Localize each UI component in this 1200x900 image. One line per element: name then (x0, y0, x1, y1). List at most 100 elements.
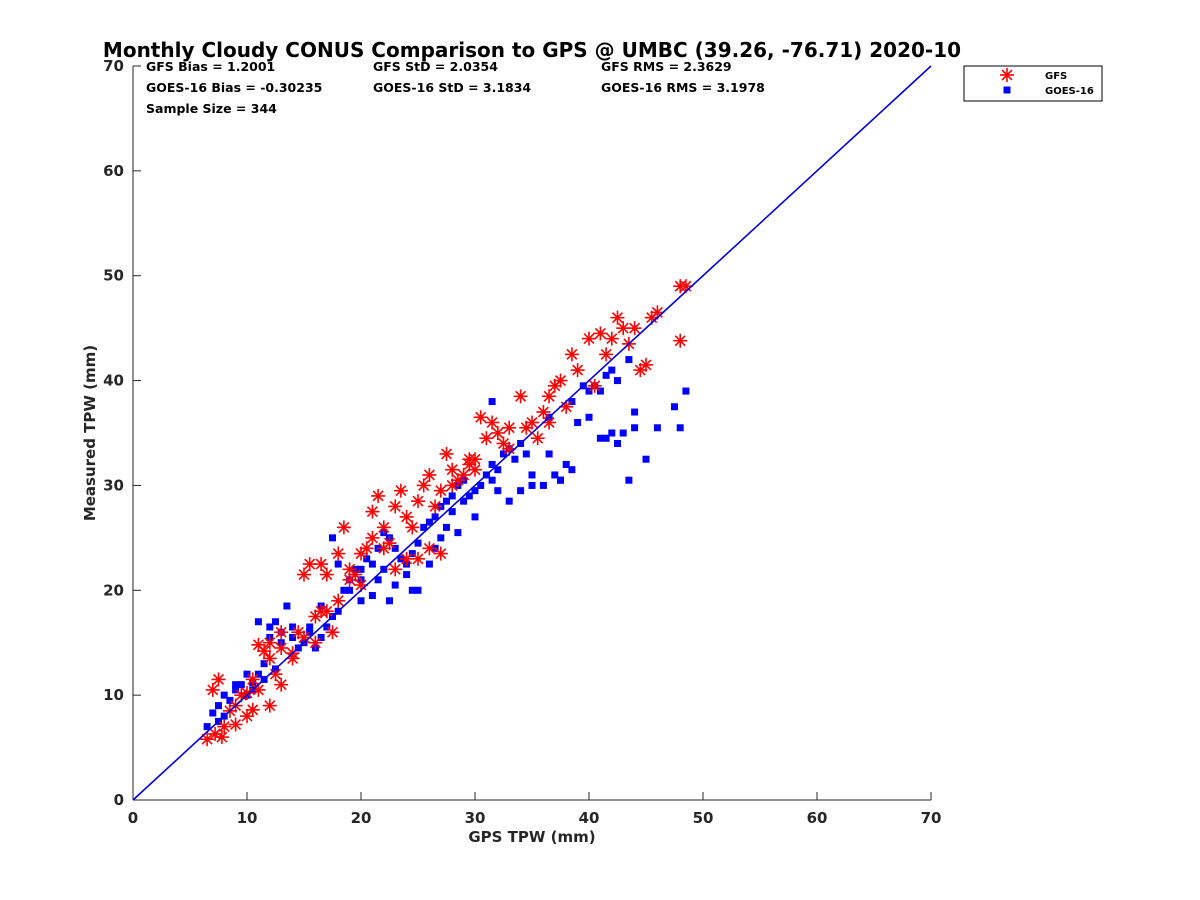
gfs-point (245, 702, 260, 717)
goes16-point (619, 429, 627, 437)
gfs-point (411, 551, 425, 566)
gfs-point (302, 557, 317, 572)
gfs-point (599, 347, 614, 362)
goes16-point (596, 387, 604, 395)
gfs-point (639, 357, 653, 372)
gfs-point (365, 530, 380, 545)
goes16-point (568, 398, 576, 406)
x-tick-label: 30 (465, 809, 486, 827)
gfs-point (405, 520, 420, 535)
x-tick-label: 0 (128, 809, 138, 827)
stat-goes-std: GOES-16 StD = 3.1834 (373, 80, 531, 95)
goes16-point (237, 681, 245, 689)
goes16-point (522, 450, 530, 458)
gfs-point (342, 572, 357, 587)
gfs-point (251, 637, 266, 652)
y-ticks: 0 10 20 30 40 50 60 70 (103, 57, 141, 809)
goes16-point (306, 623, 314, 631)
gfs-point (525, 415, 539, 430)
gfs-point (314, 557, 329, 572)
goes16-point (488, 476, 496, 484)
chart-title: Monthly Cloudy CONUS Comparison to GPS @… (103, 38, 961, 62)
goes16-point (465, 492, 473, 500)
goes16-point (443, 523, 450, 531)
goes16-point (517, 487, 525, 495)
gfs-point (570, 363, 585, 378)
gfs-point (553, 373, 568, 388)
gfs-point (439, 446, 454, 461)
gfs-point (319, 567, 334, 582)
gfs-point (513, 389, 528, 404)
goes16-point (329, 534, 336, 542)
goes16-point (306, 628, 314, 636)
goes16-point (653, 424, 661, 432)
goes16-point (414, 586, 422, 594)
goes16-point (477, 481, 485, 489)
y-axis-label: Measured TPW (mm) (81, 345, 99, 521)
goes16-point (289, 623, 297, 631)
goes16-point (420, 523, 428, 531)
gfs-point (593, 326, 608, 341)
goes16-point (625, 476, 633, 484)
gfs-point (536, 405, 551, 420)
gfs-point (445, 478, 460, 493)
gfs-point (393, 483, 408, 498)
goes16-point (254, 670, 262, 678)
gfs-point (433, 546, 448, 561)
goes16-point (494, 487, 502, 495)
goes16-point (585, 413, 593, 421)
axes (132, 66, 931, 801)
x-tick-label: 40 (579, 809, 600, 827)
goes16-point (471, 513, 479, 521)
legend-gfs-asterisk (1000, 68, 1014, 82)
gfs-point (297, 567, 311, 582)
y-tick-label: 40 (103, 372, 124, 390)
gfs-point (462, 452, 477, 467)
goes16-point (682, 387, 690, 395)
goes16-point (425, 518, 433, 526)
y-tick-label: 30 (103, 476, 124, 494)
goes16-point (368, 592, 376, 600)
gfs-point (262, 635, 277, 650)
stats-annotations: GFS Bias = 1.2001 GFS StD = 2.0354 GFS R… (146, 59, 765, 116)
goes16-point (334, 560, 342, 568)
gfs-point (678, 279, 693, 294)
gfs-point (399, 551, 414, 566)
goes16-point (614, 439, 621, 447)
y-tick-label: 10 (103, 686, 124, 704)
goes16-point (346, 586, 354, 594)
gfs-point (479, 431, 494, 446)
gfs-point (359, 541, 374, 556)
legend: GFS GOES-16 (963, 65, 1103, 102)
goes16-point (391, 581, 399, 589)
gfs-point (422, 541, 437, 556)
stat-gfs-bias: GFS Bias = 1.2001 (146, 59, 275, 74)
goes16-point (528, 481, 536, 489)
goes16-point (602, 371, 610, 379)
gfs-point (325, 625, 340, 640)
goes16-point (539, 481, 547, 489)
gfs-point (376, 541, 391, 556)
gfs-point (502, 420, 517, 435)
gfs-point (564, 347, 579, 362)
goes16-point (614, 377, 621, 385)
goes16-point (494, 466, 502, 474)
gfs-point (371, 488, 386, 503)
goes16-point (631, 424, 639, 432)
goes16-point (574, 419, 582, 427)
gfs-point (604, 331, 619, 346)
gfs-point (274, 677, 289, 692)
x-tick-label: 50 (693, 809, 714, 827)
x-tick-label: 10 (237, 809, 258, 827)
gfs-point (214, 730, 229, 745)
legend-gfs-label: GFS (1045, 71, 1067, 82)
goes16-point (568, 466, 576, 474)
goes16-point (585, 387, 593, 395)
goes16-point (317, 633, 325, 641)
goes16-point (528, 471, 536, 479)
goes16-point (454, 529, 462, 537)
gfs-point (257, 644, 272, 659)
gfs-point (314, 604, 329, 619)
stat-goes-rms: GOES-16 RMS = 3.1978 (601, 80, 765, 95)
